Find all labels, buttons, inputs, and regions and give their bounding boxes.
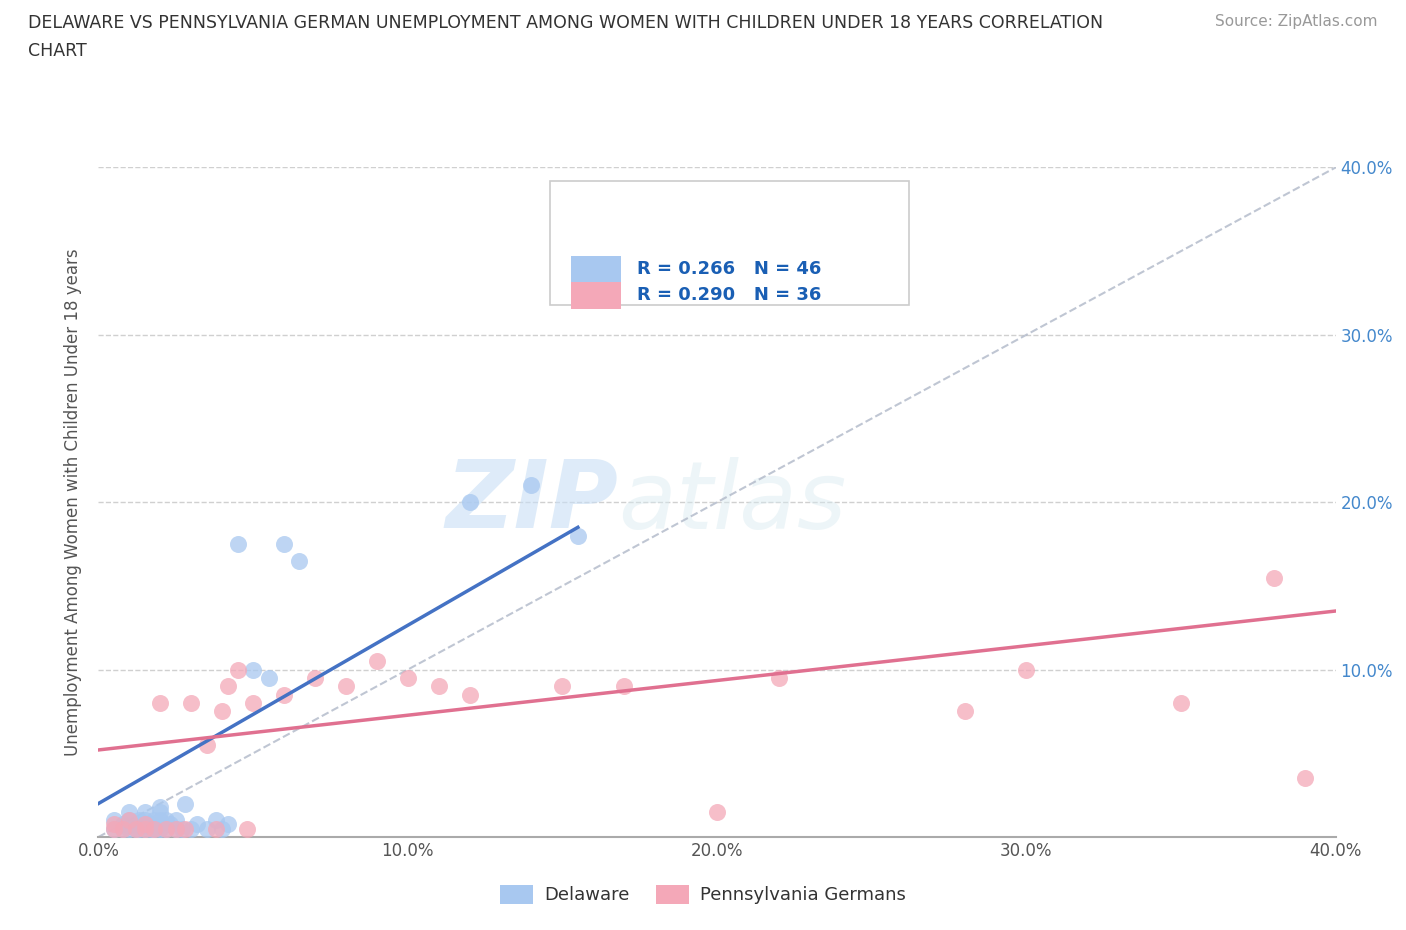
Bar xyxy=(571,256,620,283)
Point xyxy=(242,696,264,711)
Point xyxy=(143,821,166,836)
Point xyxy=(143,821,166,836)
Point xyxy=(134,804,156,819)
Point xyxy=(139,817,162,831)
Point xyxy=(155,821,177,836)
Point xyxy=(143,813,166,828)
Y-axis label: Unemployment Among Women with Children Under 18 years: Unemployment Among Women with Children U… xyxy=(65,248,83,756)
Point xyxy=(186,817,208,831)
Point xyxy=(226,662,249,677)
Point xyxy=(273,537,295,551)
Point xyxy=(118,813,141,828)
Point xyxy=(149,821,172,836)
Point xyxy=(304,671,326,685)
Point xyxy=(124,821,146,836)
Point xyxy=(195,737,218,752)
Point xyxy=(124,821,146,836)
Point xyxy=(103,813,125,828)
Point xyxy=(180,696,202,711)
Point xyxy=(211,704,233,719)
Point xyxy=(458,687,481,702)
Point xyxy=(112,817,135,831)
Point xyxy=(458,495,481,510)
Point xyxy=(768,671,790,685)
Point xyxy=(165,821,187,836)
Point xyxy=(159,817,181,831)
Point xyxy=(613,679,636,694)
Point xyxy=(165,821,187,836)
Point xyxy=(396,671,419,685)
Point xyxy=(195,821,218,836)
Point xyxy=(257,671,280,685)
Point xyxy=(118,817,141,832)
Point xyxy=(149,696,172,711)
Point xyxy=(112,821,135,836)
Point xyxy=(180,821,202,836)
Point xyxy=(567,528,589,543)
Text: atlas: atlas xyxy=(619,457,846,548)
Point xyxy=(155,813,177,828)
Point xyxy=(124,817,146,831)
Text: DELAWARE VS PENNSYLVANIA GERMAN UNEMPLOYMENT AMONG WOMEN WITH CHILDREN UNDER 18 : DELAWARE VS PENNSYLVANIA GERMAN UNEMPLOY… xyxy=(28,14,1104,32)
Point xyxy=(205,821,228,836)
Point xyxy=(155,821,177,836)
Point xyxy=(551,679,574,694)
Point xyxy=(112,821,135,836)
Text: ZIP: ZIP xyxy=(446,457,619,548)
Point xyxy=(288,553,311,568)
Point xyxy=(427,679,450,694)
Point xyxy=(1015,662,1038,677)
Point xyxy=(236,821,259,836)
Point xyxy=(118,821,141,836)
Point xyxy=(103,821,125,836)
Point xyxy=(128,821,150,836)
Point xyxy=(149,804,172,819)
Point xyxy=(242,662,264,677)
Point xyxy=(174,796,197,811)
Point xyxy=(366,654,388,669)
Legend: Delaware, Pennsylvania Germans: Delaware, Pennsylvania Germans xyxy=(494,878,912,911)
Point xyxy=(149,817,172,831)
Point xyxy=(118,804,141,819)
Point xyxy=(165,813,187,828)
Point xyxy=(170,821,193,836)
Point xyxy=(1263,570,1285,585)
Text: R = 0.290   N = 36: R = 0.290 N = 36 xyxy=(637,286,821,304)
Bar xyxy=(571,282,620,309)
Point xyxy=(273,687,295,702)
Point xyxy=(205,813,228,828)
Point xyxy=(103,821,125,836)
Point xyxy=(139,821,162,836)
Point xyxy=(520,478,543,493)
Point xyxy=(134,817,156,831)
Text: CHART: CHART xyxy=(28,42,87,60)
Point xyxy=(174,821,197,836)
Point xyxy=(134,813,156,828)
Text: Source: ZipAtlas.com: Source: ZipAtlas.com xyxy=(1215,14,1378,29)
Point xyxy=(211,821,233,836)
Point xyxy=(953,704,976,719)
Point xyxy=(1170,696,1192,711)
Point xyxy=(1294,771,1316,786)
Point xyxy=(149,813,172,828)
FancyBboxPatch shape xyxy=(550,180,908,305)
Point xyxy=(217,817,239,831)
Point xyxy=(134,821,156,836)
Point xyxy=(128,813,150,828)
Point xyxy=(226,537,249,551)
Point xyxy=(706,804,728,819)
Point xyxy=(134,821,156,836)
Point xyxy=(134,817,156,831)
Point xyxy=(103,817,125,831)
Point xyxy=(217,679,239,694)
Point xyxy=(118,813,141,828)
Point xyxy=(149,800,172,815)
Text: R = 0.266   N = 46: R = 0.266 N = 46 xyxy=(637,260,821,278)
Point xyxy=(335,679,357,694)
